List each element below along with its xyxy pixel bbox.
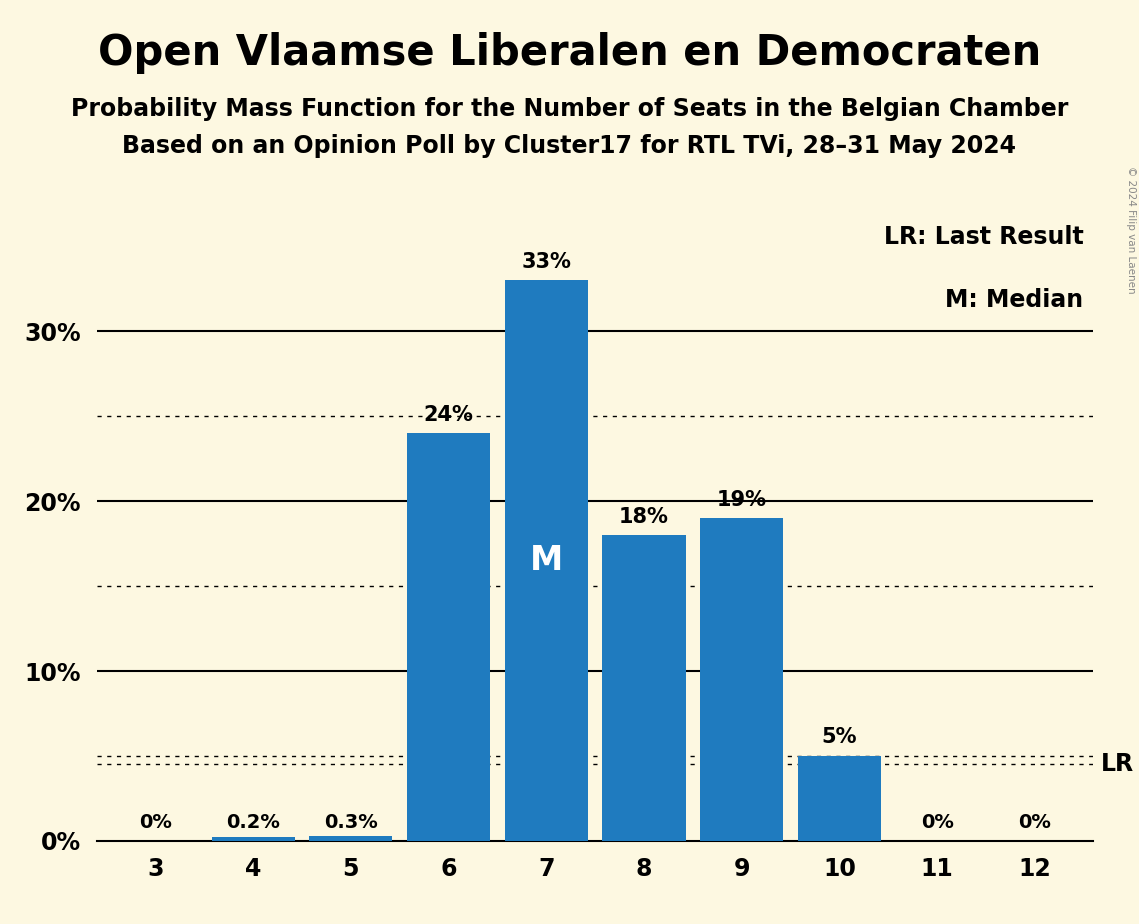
Text: 0%: 0% <box>139 813 172 833</box>
Bar <box>212 837 295 841</box>
Text: 0%: 0% <box>1018 813 1051 833</box>
Text: 0%: 0% <box>920 813 953 833</box>
Text: LR: LR <box>1100 752 1133 776</box>
Text: LR: Last Result: LR: Last Result <box>884 225 1083 249</box>
Text: M: M <box>530 544 563 578</box>
Text: Probability Mass Function for the Number of Seats in the Belgian Chamber: Probability Mass Function for the Number… <box>71 97 1068 121</box>
Text: Open Vlaamse Liberalen en Democraten: Open Vlaamse Liberalen en Democraten <box>98 32 1041 74</box>
Text: 33%: 33% <box>522 252 572 272</box>
Bar <box>310 835 392 841</box>
Text: Based on an Opinion Poll by Cluster17 for RTL TVi, 28–31 May 2024: Based on an Opinion Poll by Cluster17 fo… <box>123 134 1016 158</box>
Text: 19%: 19% <box>716 490 767 510</box>
Text: 5%: 5% <box>821 727 858 748</box>
Bar <box>700 518 784 841</box>
Text: 0.3%: 0.3% <box>323 813 378 833</box>
Text: M: Median: M: Median <box>945 288 1083 312</box>
Bar <box>603 535 686 841</box>
Bar <box>407 433 490 841</box>
Text: © 2024 Filip van Laenen: © 2024 Filip van Laenen <box>1126 166 1136 294</box>
Text: 24%: 24% <box>424 405 474 425</box>
Bar <box>505 281 588 841</box>
Bar <box>798 756 880 841</box>
Text: 18%: 18% <box>618 506 669 527</box>
Text: 0.2%: 0.2% <box>227 813 280 833</box>
